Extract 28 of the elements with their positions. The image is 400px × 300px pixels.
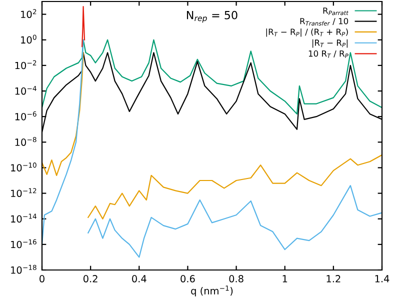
y-tick-label: 10$^{−2}$ <box>15 60 36 70</box>
text: |R$_{T}$ − R$_{P}$| / (R$_{T}$ + R$_{P}$) <box>266 28 348 37</box>
legend-label: R$_{Parratt}$ <box>323 8 349 16</box>
line-series <box>82 6 86 48</box>
x-tick-label: 0.8 <box>229 275 244 282</box>
line-series <box>42 39 382 115</box>
x-tick-label: 0.6 <box>180 275 195 282</box>
y-tick-label: 10$^{0}$ <box>21 34 36 44</box>
y-tick-label: 10$^{−14}$ <box>11 214 36 223</box>
legend-label: R$_{Transfer}$ / 10 <box>300 18 348 26</box>
y-tick-label: 10$^{−6}$ <box>15 111 36 120</box>
x-tick-label: 0.2 <box>83 275 98 282</box>
x-tick-label: 1.4 <box>375 275 390 282</box>
y-tick-label: 10$^{−16}$ <box>11 239 36 248</box>
y-tick-label: 10$^{−10}$ <box>11 162 36 172</box>
x-tick-label: 0 <box>40 275 44 282</box>
annotation: N$_{rep}$ = 50 <box>186 10 238 23</box>
legend-label: 10 R$_{T}$ / R$_{P}$ <box>308 50 348 58</box>
x-tick-label: 1 <box>282 275 288 282</box>
y-tick-label: 10$^{−8}$ <box>15 136 36 146</box>
x-axis-title: q (nm$^{−1}$) <box>191 286 233 296</box>
legend-label: |R$_{T}$ − R$_{P}$| <box>312 39 348 48</box>
y-tick-label: 10$^{−4}$ <box>15 86 36 95</box>
y-tick-label: 10$^{−12}$ <box>11 188 36 198</box>
x-tick-label: 1.2 <box>326 275 340 282</box>
y-tick-label: 10$^{2}$ <box>21 9 36 18</box>
y-tick-label: 10$^{−18}$ <box>11 264 36 274</box>
x-tick-label: 0.4 <box>132 275 146 282</box>
